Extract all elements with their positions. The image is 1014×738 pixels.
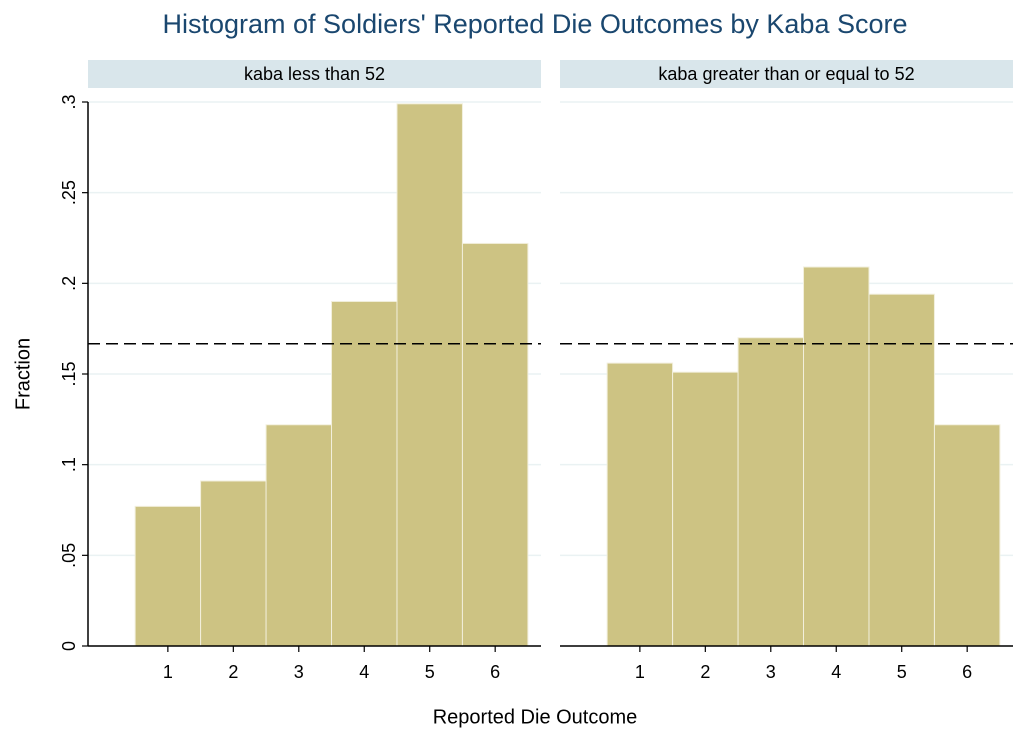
- x-tick-label: 1: [635, 662, 645, 682]
- x-tick-label: 3: [766, 662, 776, 682]
- y-axis-label: Fraction: [12, 338, 34, 410]
- bar: [672, 371, 739, 647]
- y-tick-label: .1: [59, 457, 79, 472]
- panel-title: kaba less than 52: [244, 64, 385, 84]
- y-tick-label: .3: [59, 94, 79, 109]
- bar: [396, 103, 463, 647]
- bar: [933, 424, 1001, 647]
- panel-title: kaba greater than or equal to 52: [658, 64, 914, 84]
- bar: [803, 266, 870, 647]
- x-axis-label: Reported Die Outcome: [433, 706, 638, 728]
- x-tick-label: 4: [831, 662, 841, 682]
- y-tick-label: .05: [59, 543, 79, 568]
- x-tick-label: 5: [897, 662, 907, 682]
- y-tick-label: .15: [59, 361, 79, 386]
- bar: [200, 480, 267, 647]
- x-tick-label: 5: [425, 662, 435, 682]
- panel-header: [88, 60, 541, 88]
- y-tick-label: 0: [59, 641, 79, 651]
- x-tick-label: 4: [359, 662, 369, 682]
- bar: [331, 300, 398, 647]
- y-tick-label: .25: [59, 180, 79, 205]
- x-tick-label: 6: [962, 662, 972, 682]
- x-tick-label: 6: [490, 662, 500, 682]
- panel-header: [560, 60, 1013, 88]
- chart-title: Histogram of Soldiers' Reported Die Outc…: [163, 9, 908, 39]
- y-tick-label: .2: [59, 276, 79, 291]
- x-tick-label: 2: [700, 662, 710, 682]
- bar: [265, 424, 333, 647]
- x-tick-label: 3: [294, 662, 304, 682]
- bar: [868, 293, 935, 647]
- bar: [606, 362, 674, 647]
- bar: [461, 242, 529, 647]
- x-tick-label: 2: [228, 662, 238, 682]
- bar: [134, 505, 202, 647]
- bar: [737, 337, 805, 647]
- x-tick-label: 1: [163, 662, 173, 682]
